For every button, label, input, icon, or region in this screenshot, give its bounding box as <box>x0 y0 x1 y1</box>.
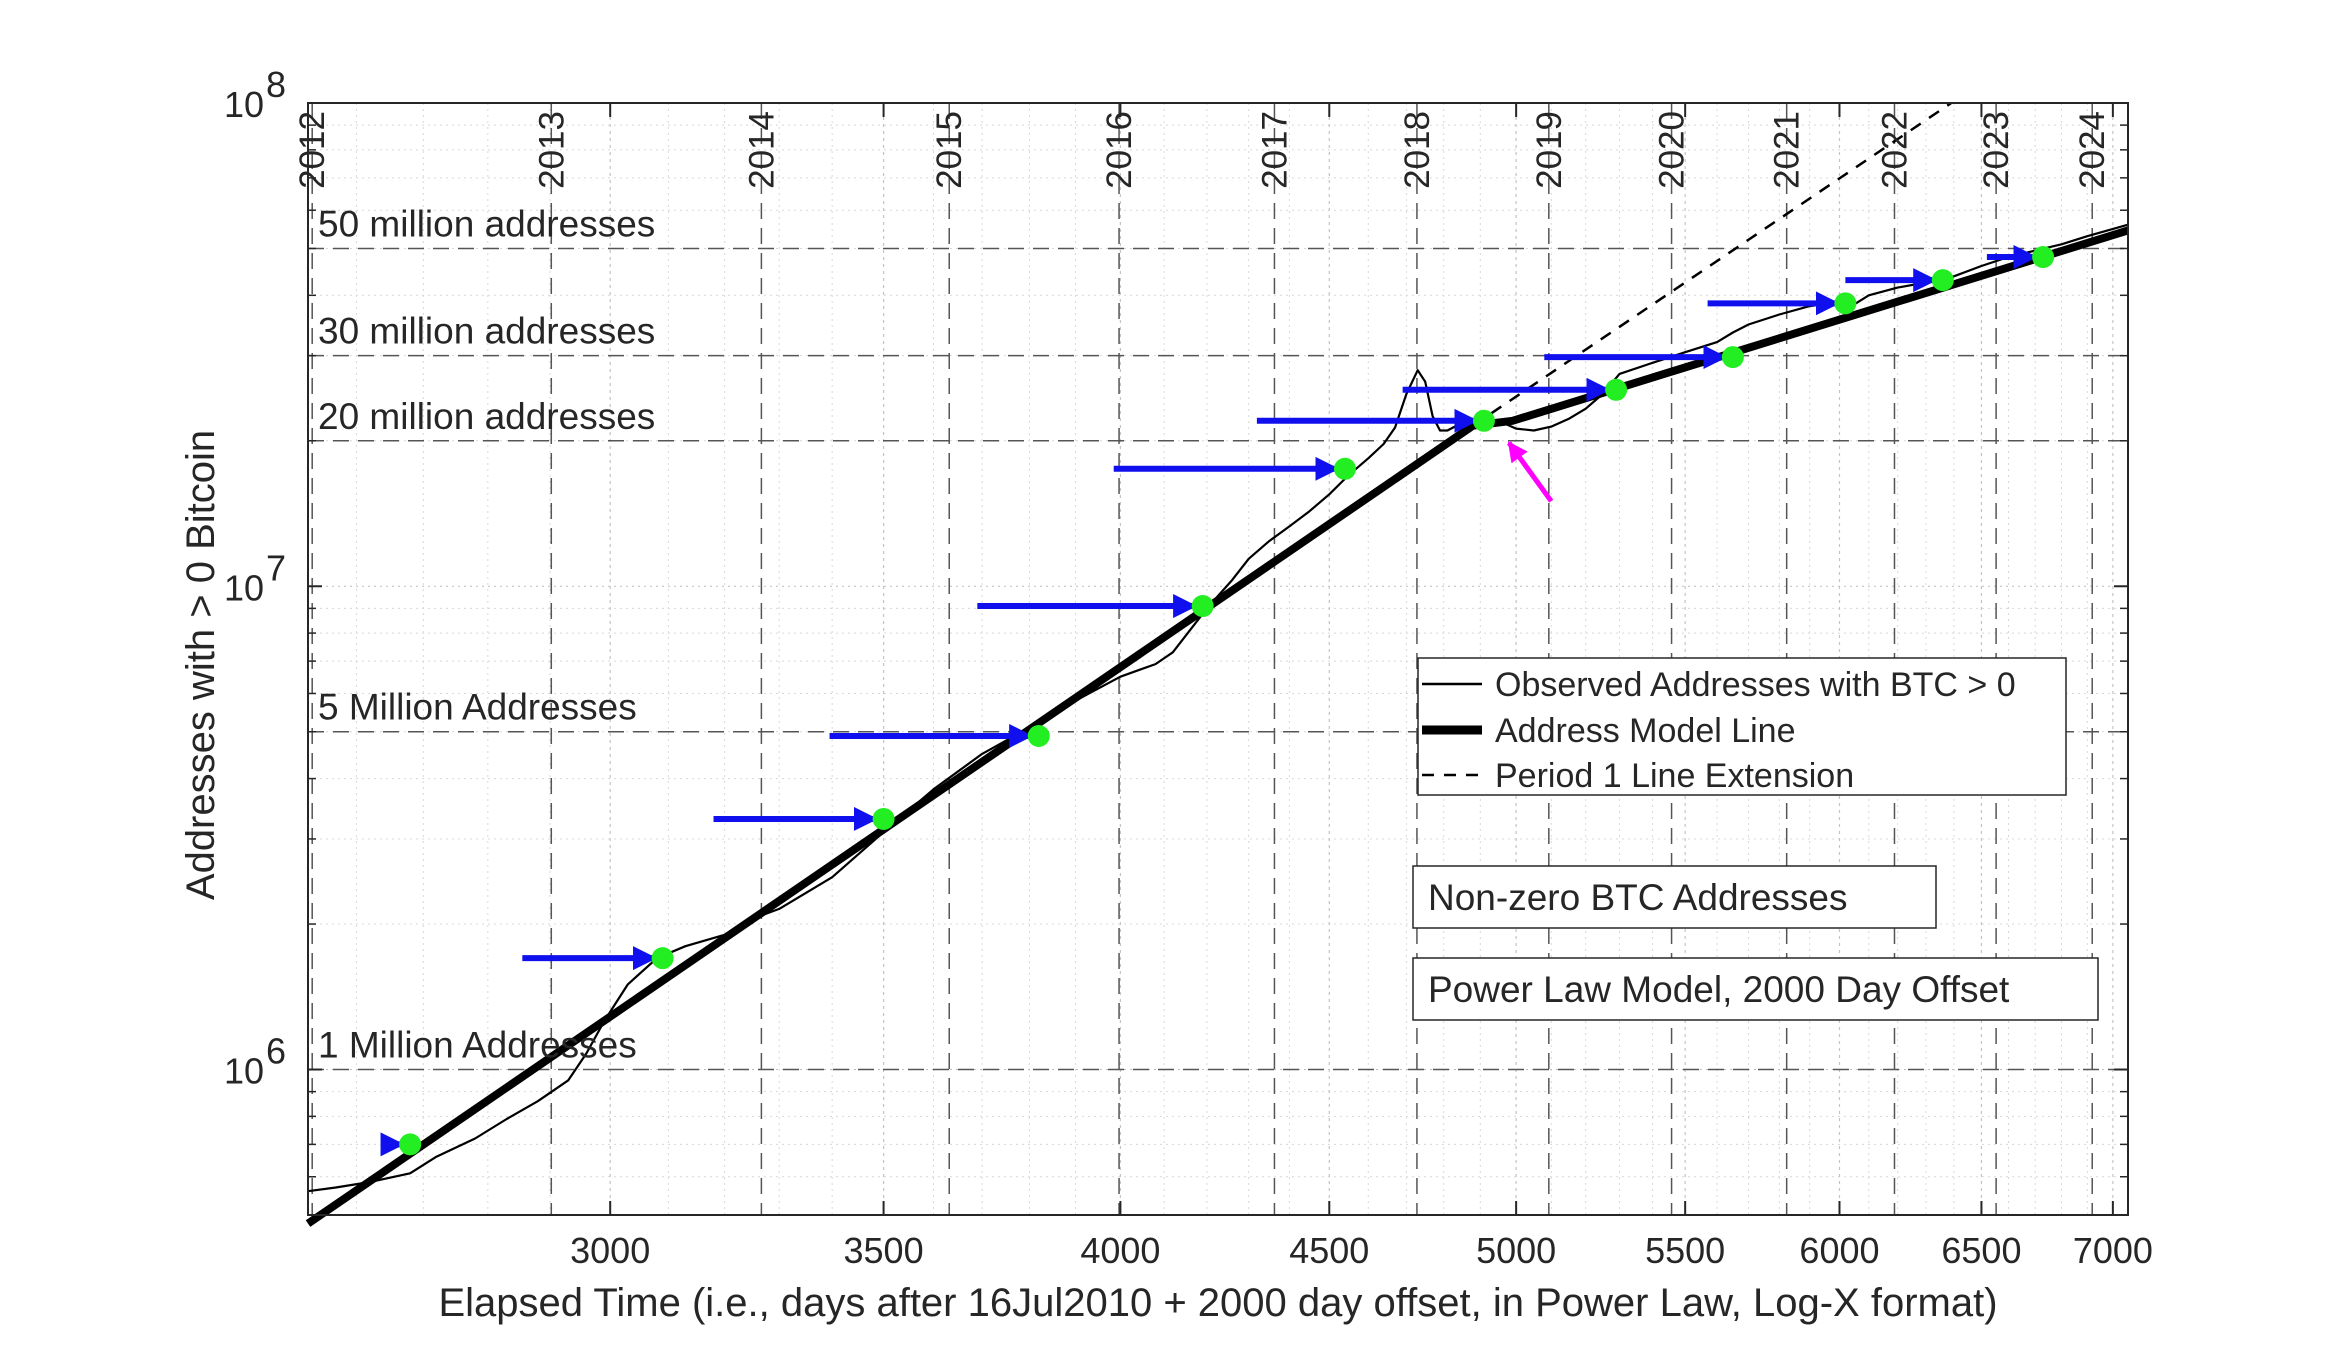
green-marker <box>651 947 674 970</box>
series-line <box>1472 101 1952 427</box>
green-marker <box>399 1133 422 1156</box>
y-tick-exponent: 8 <box>266 64 286 105</box>
annotation-box-1: Non-zero BTC Addresses <box>1412 865 1937 929</box>
reference-line-label: 20 million addresses <box>318 396 655 437</box>
year-label: 2018 <box>1398 111 1437 189</box>
x-tick-label: 6000 <box>1799 1230 1879 1271</box>
legend-label-observed: Observed Addresses with BTC > 0 <box>1495 666 2016 704</box>
annotation-box-1-frame <box>1412 865 1937 929</box>
x-tick-label: 5500 <box>1645 1230 1725 1271</box>
text-labels: 50 million addresses 30 million addresses… <box>224 64 2153 1271</box>
year-label: 2017 <box>1255 111 1294 189</box>
y-axis-label: Addresses with > 0 Bitcoin <box>179 430 223 900</box>
green-marker <box>1931 269 1954 292</box>
year-label: 2015 <box>930 111 969 189</box>
legend: Observed Addresses with BTC > 0 Address … <box>1417 657 2067 796</box>
year-label: 2022 <box>1875 111 1914 189</box>
reference-lines <box>308 247 2128 1071</box>
reference-line-label: 30 million addresses <box>318 311 655 352</box>
x-tick-label: 4000 <box>1080 1230 1160 1271</box>
green-marker <box>1605 378 1628 401</box>
year-label: 2014 <box>742 111 781 189</box>
year-label: 2016 <box>1100 111 1139 189</box>
green-marker <box>1834 292 1857 315</box>
green-marker <box>1191 595 1214 618</box>
green-marker <box>1333 457 1356 480</box>
annotation-power-law-model: Power Law Model, 2000 Day Offset <box>1428 969 2010 1010</box>
magenta-arrow <box>1507 441 1554 503</box>
year-label: 2024 <box>2073 111 2112 189</box>
green-marker <box>1721 346 1744 369</box>
year-label: 2012 <box>293 111 332 189</box>
reference-line-label: 5 Million Addresses <box>318 687 637 728</box>
green-marker <box>872 807 895 830</box>
year-label: 2013 <box>532 111 571 189</box>
x-axis-label: Elapsed Time (i.e., days after 16Jul2010… <box>438 1281 1997 1325</box>
reference-line-label: 50 million addresses <box>318 203 655 244</box>
y-tick-label: 10 <box>224 1051 264 1092</box>
green-marker <box>2032 246 2055 269</box>
x-tick-label: 3500 <box>844 1230 924 1271</box>
green-marker <box>1027 724 1050 747</box>
x-tick-label: 5000 <box>1476 1230 1556 1271</box>
x-tick-label: 7000 <box>2073 1230 2153 1271</box>
annotation-box-2-frame <box>1412 957 2099 1021</box>
year-label: 2020 <box>1653 111 1692 189</box>
year-label: 2023 <box>1977 111 2016 189</box>
y-tick-exponent: 6 <box>266 1031 286 1072</box>
y-tick-exponent: 7 <box>266 547 286 588</box>
reference-line-label: 1 Million Addresses <box>318 1025 637 1066</box>
x-tick-label: 4500 <box>1289 1230 1369 1271</box>
x-tick-label: 3000 <box>570 1230 650 1271</box>
plot-frame <box>307 102 2129 1216</box>
year-lines <box>311 103 2093 1215</box>
green-marker <box>1472 409 1495 432</box>
axis-ticks <box>308 102 2128 1216</box>
year-label: 2021 <box>1768 111 1807 189</box>
annotation-nonzero-btc: Non-zero BTC Addresses <box>1428 877 1848 918</box>
y-tick-label: 10 <box>224 84 264 125</box>
legend-box <box>1417 657 2067 796</box>
marker-layer <box>380 245 2055 1157</box>
year-label: 2019 <box>1530 111 1569 189</box>
x-tick-label: 6500 <box>1941 1230 2021 1271</box>
legend-label-model: Address Model Line <box>1495 712 1796 750</box>
y-tick-label: 10 <box>224 567 264 608</box>
annotation-box-2: Power Law Model, 2000 Day Offset <box>1412 957 2099 1021</box>
legend-label-extension: Period 1 Line Extension <box>1495 757 1854 795</box>
